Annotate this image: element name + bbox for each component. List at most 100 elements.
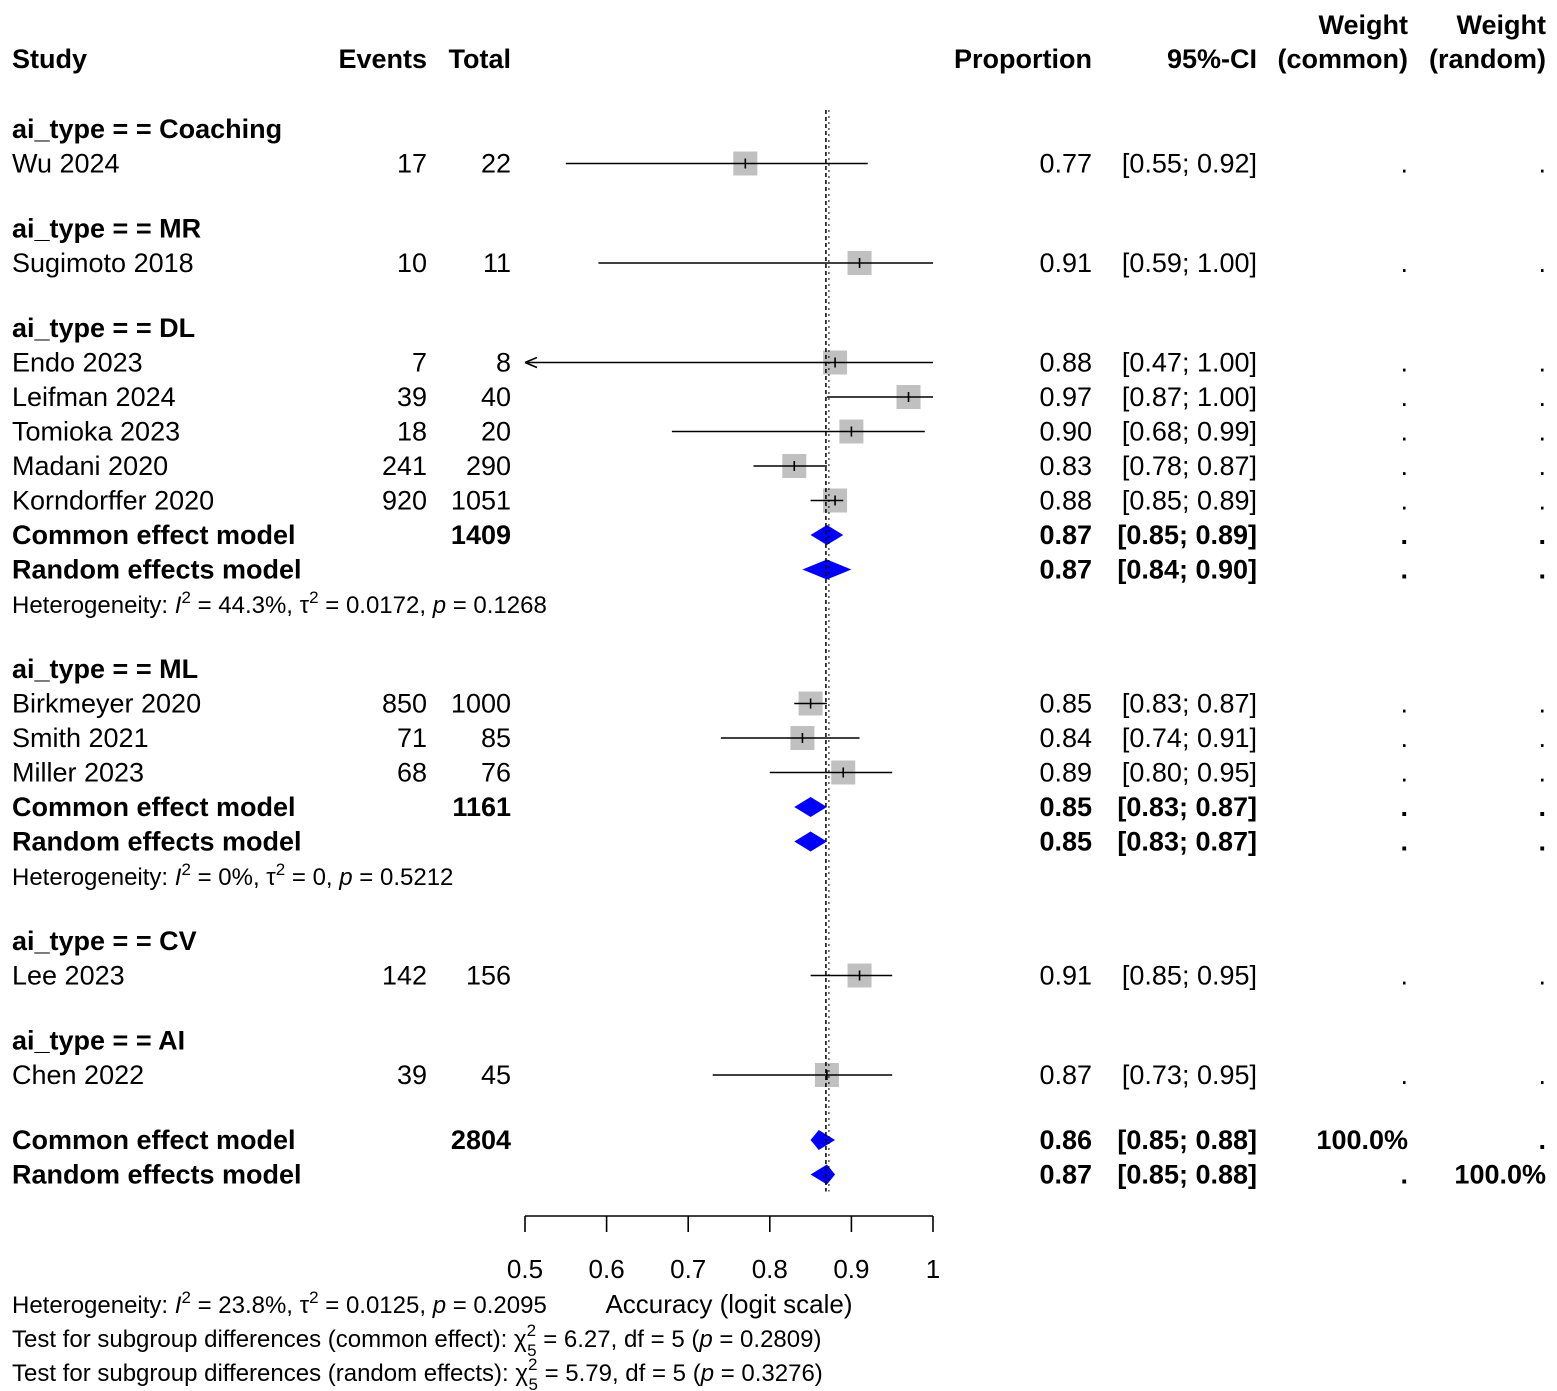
footer-stats: Heterogeneity: I2 = 23.8%, τ2 = 0.0125, … xyxy=(12,1288,853,1391)
total-value: 85 xyxy=(481,723,511,753)
ci-value: [0.85; 0.89] xyxy=(1122,486,1257,516)
subgroup-test: Test for subgroup differences (random ef… xyxy=(12,1355,823,1391)
proportion-value: 0.88 xyxy=(1039,486,1092,516)
events-value: 7 xyxy=(412,348,427,378)
table-rows: ai_type = = Coaching Wu 2024 17 22 0.77 [0.55… xyxy=(12,114,1546,1190)
common-diamond xyxy=(810,1130,836,1150)
ci-value: [0.83; 0.87] xyxy=(1122,689,1257,719)
row-subgroup: ai_type = = Coaching xyxy=(12,114,282,144)
study-label: Wu 2024 xyxy=(12,149,120,179)
subgroup-label: ai_type = = MR xyxy=(12,214,201,244)
ci-value: [0.80; 0.95] xyxy=(1122,758,1257,788)
total-value: 45 xyxy=(481,1060,511,1090)
events-value: 17 xyxy=(397,149,427,179)
ci-value: [0.47; 1.00] xyxy=(1122,348,1257,378)
row-random: Random effects model 0.87 [0.84; 0.90].. xyxy=(12,555,1546,585)
proportion-value: 0.87 xyxy=(1039,520,1092,550)
model-label: Random effects model xyxy=(12,555,302,585)
tick-label: 0.7 xyxy=(670,1254,706,1284)
tick-label: 1 xyxy=(926,1254,940,1284)
proportion-value: 0.97 xyxy=(1039,382,1092,412)
model-label: Random effects model xyxy=(12,1160,302,1190)
row-study: Tomioka 2023 18 20 0.90 [0.68; 0.99].. xyxy=(12,417,1546,447)
row-common: Common effect model 1161 0.85 [0.83; 0.87].… xyxy=(12,792,1546,822)
proportion-value: 0.86 xyxy=(1039,1125,1092,1155)
proportion-value: 0.84 xyxy=(1039,723,1092,753)
total-value: 11 xyxy=(483,248,511,278)
row-study: Lee 2023 142 156 0.91 [0.85; 0.95].. xyxy=(12,961,1546,991)
weight-common-value: . xyxy=(1400,723,1408,753)
overall-heterogeneity: Heterogeneity: I2 = 23.8%, τ2 = 0.0125, … xyxy=(12,1288,547,1319)
study-label: Lee 2023 xyxy=(12,961,125,991)
weight-common-value: . xyxy=(1400,758,1408,788)
weight-common-value: . xyxy=(1400,1160,1408,1190)
ci-value: [0.85; 0.95] xyxy=(1122,961,1257,991)
study-label: Chen 2022 xyxy=(12,1060,144,1090)
weight-random-value: . xyxy=(1538,451,1546,481)
proportion-value: 0.89 xyxy=(1039,758,1092,788)
ci-value: [0.84; 0.90] xyxy=(1117,555,1257,585)
proportion-value: 0.85 xyxy=(1039,827,1092,857)
weight-random-value: . xyxy=(1538,348,1546,378)
x-axis-label: Accuracy (logit scale) xyxy=(605,1289,852,1319)
weight-random-value: . xyxy=(1538,417,1546,447)
model-label: Common effect model xyxy=(12,520,296,550)
heterogeneity-text: Heterogeneity: I2 = 44.3%, τ2 = 0.0172, … xyxy=(12,588,547,619)
row-study: Madani 2020 241 290 0.83 [0.78; 0.87].. xyxy=(12,451,1546,481)
proportion-value: 0.85 xyxy=(1039,792,1092,822)
row-common: Common effect model 1409 0.87 [0.85; 0.89].… xyxy=(12,520,1546,550)
weight-common-value: . xyxy=(1400,792,1408,822)
row-random: Random effects model 0.85 [0.83; 0.87].. xyxy=(12,827,1546,857)
header-proportion: Proportion xyxy=(954,44,1092,74)
subgroup-label: ai_type = = ML xyxy=(12,654,198,684)
weight-common-value: 100.0% xyxy=(1316,1125,1408,1155)
weight-common-value: . xyxy=(1400,451,1408,481)
weight-common-value: . xyxy=(1400,382,1408,412)
total-value: 2804 xyxy=(451,1125,511,1155)
events-value: 920 xyxy=(382,486,427,516)
random-diamond xyxy=(810,1164,836,1185)
ci-value: [0.83; 0.87] xyxy=(1117,827,1257,857)
total-value: 156 xyxy=(466,961,511,991)
header-events: Events xyxy=(338,44,427,74)
weight-common-value: . xyxy=(1400,417,1408,447)
proportion-value: 0.83 xyxy=(1039,451,1092,481)
weight-random-value: . xyxy=(1538,827,1546,857)
weight-random-value: . xyxy=(1538,792,1546,822)
ci-value: [0.73; 0.95] xyxy=(1122,1060,1257,1090)
weight-common-value: . xyxy=(1400,827,1408,857)
proportion-value: 0.87 xyxy=(1039,1060,1092,1090)
weight-random-value: . xyxy=(1538,689,1546,719)
total-value: 8 xyxy=(496,348,511,378)
header-study: Study xyxy=(12,44,87,74)
tick-label: 0.8 xyxy=(752,1254,788,1284)
events-value: 68 xyxy=(397,758,427,788)
total-value: 1161 xyxy=(452,792,511,822)
ci-value: [0.83; 0.87] xyxy=(1117,792,1257,822)
subgroup-label: ai_type = = Coaching xyxy=(12,114,282,144)
study-label: Leifman 2024 xyxy=(12,382,176,412)
header-weight-common-sub: (common) xyxy=(1278,44,1409,74)
events-value: 71 xyxy=(397,723,427,753)
row-study: Chen 2022 39 45 0.87 [0.73; 0.95].. xyxy=(12,1060,1546,1090)
events-value: 39 xyxy=(397,1060,427,1090)
study-label: Korndorffer 2020 xyxy=(12,486,214,516)
row-random: Random effects model 0.87 [0.85; 0.88]. 100… xyxy=(12,1160,1546,1190)
row-het: Heterogeneity: I2 = 0%, τ2 = 0, p = 0.52… xyxy=(12,860,453,891)
weight-common-value: . xyxy=(1400,961,1408,991)
weight-random-value: . xyxy=(1538,520,1546,550)
weight-random-value: 100.0% xyxy=(1454,1160,1546,1190)
weight-common-value: . xyxy=(1400,1060,1408,1090)
ci-value: [0.59; 1.00] xyxy=(1122,248,1257,278)
study-label: Endo 2023 xyxy=(12,348,143,378)
common-diamond xyxy=(794,797,827,817)
proportion-value: 0.91 xyxy=(1039,248,1092,278)
tick-label: 0.6 xyxy=(589,1254,625,1284)
proportion-value: 0.77 xyxy=(1039,149,1092,179)
events-value: 10 xyxy=(397,248,427,278)
weight-random-value: . xyxy=(1538,758,1546,788)
total-value: 22 xyxy=(481,149,511,179)
common-diamond xyxy=(810,525,844,545)
weight-random-value: . xyxy=(1538,382,1546,412)
